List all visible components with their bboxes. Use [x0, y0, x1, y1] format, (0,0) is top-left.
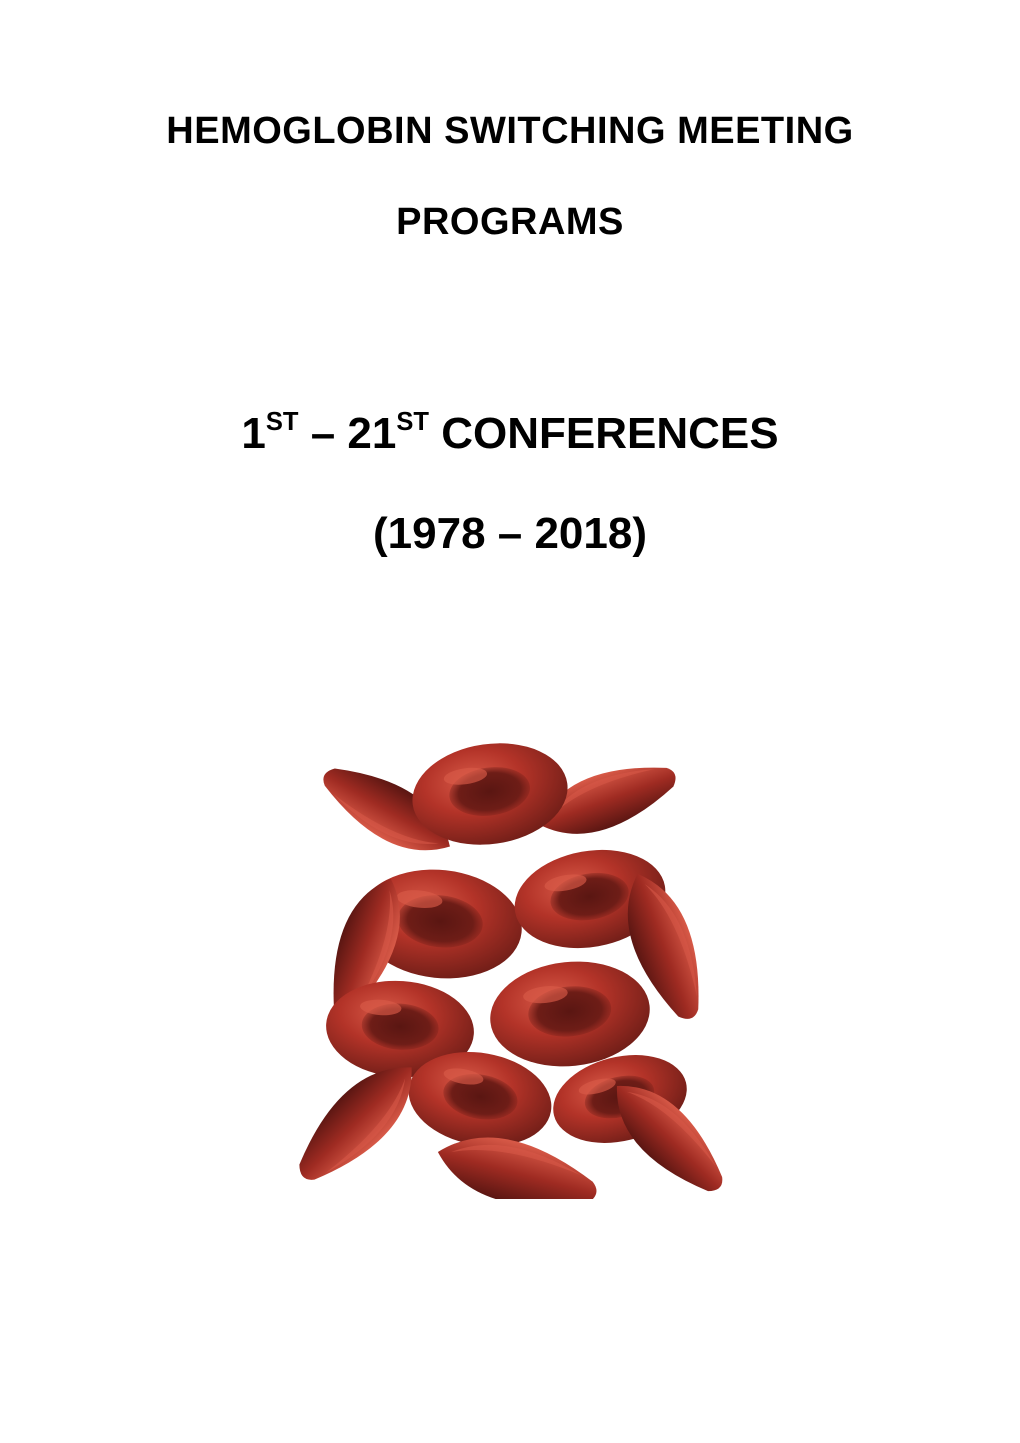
conferences-word: CONFERENCES — [429, 409, 779, 458]
second-ordinal-suffix: ST — [396, 408, 429, 436]
page-title-line-2: PROGRAMS — [396, 201, 624, 244]
second-ordinal-number: 21 — [347, 409, 396, 458]
document-page: HEMOGLOBIN SWITCHING MEETING PROGRAMS 1S… — [0, 0, 1020, 1443]
year-range-line: (1978 – 2018) — [373, 509, 647, 559]
blood-cells-illustration — [270, 699, 750, 1199]
first-ordinal-number: 1 — [241, 409, 265, 458]
conference-range-line: 1ST – 21ST CONFERENCES — [241, 409, 778, 459]
cover-illustration — [270, 699, 750, 1199]
range-dash: – — [299, 409, 348, 458]
first-ordinal-suffix: ST — [266, 408, 299, 436]
page-title-line-1: HEMOGLOBIN SWITCHING MEETING — [166, 110, 853, 153]
